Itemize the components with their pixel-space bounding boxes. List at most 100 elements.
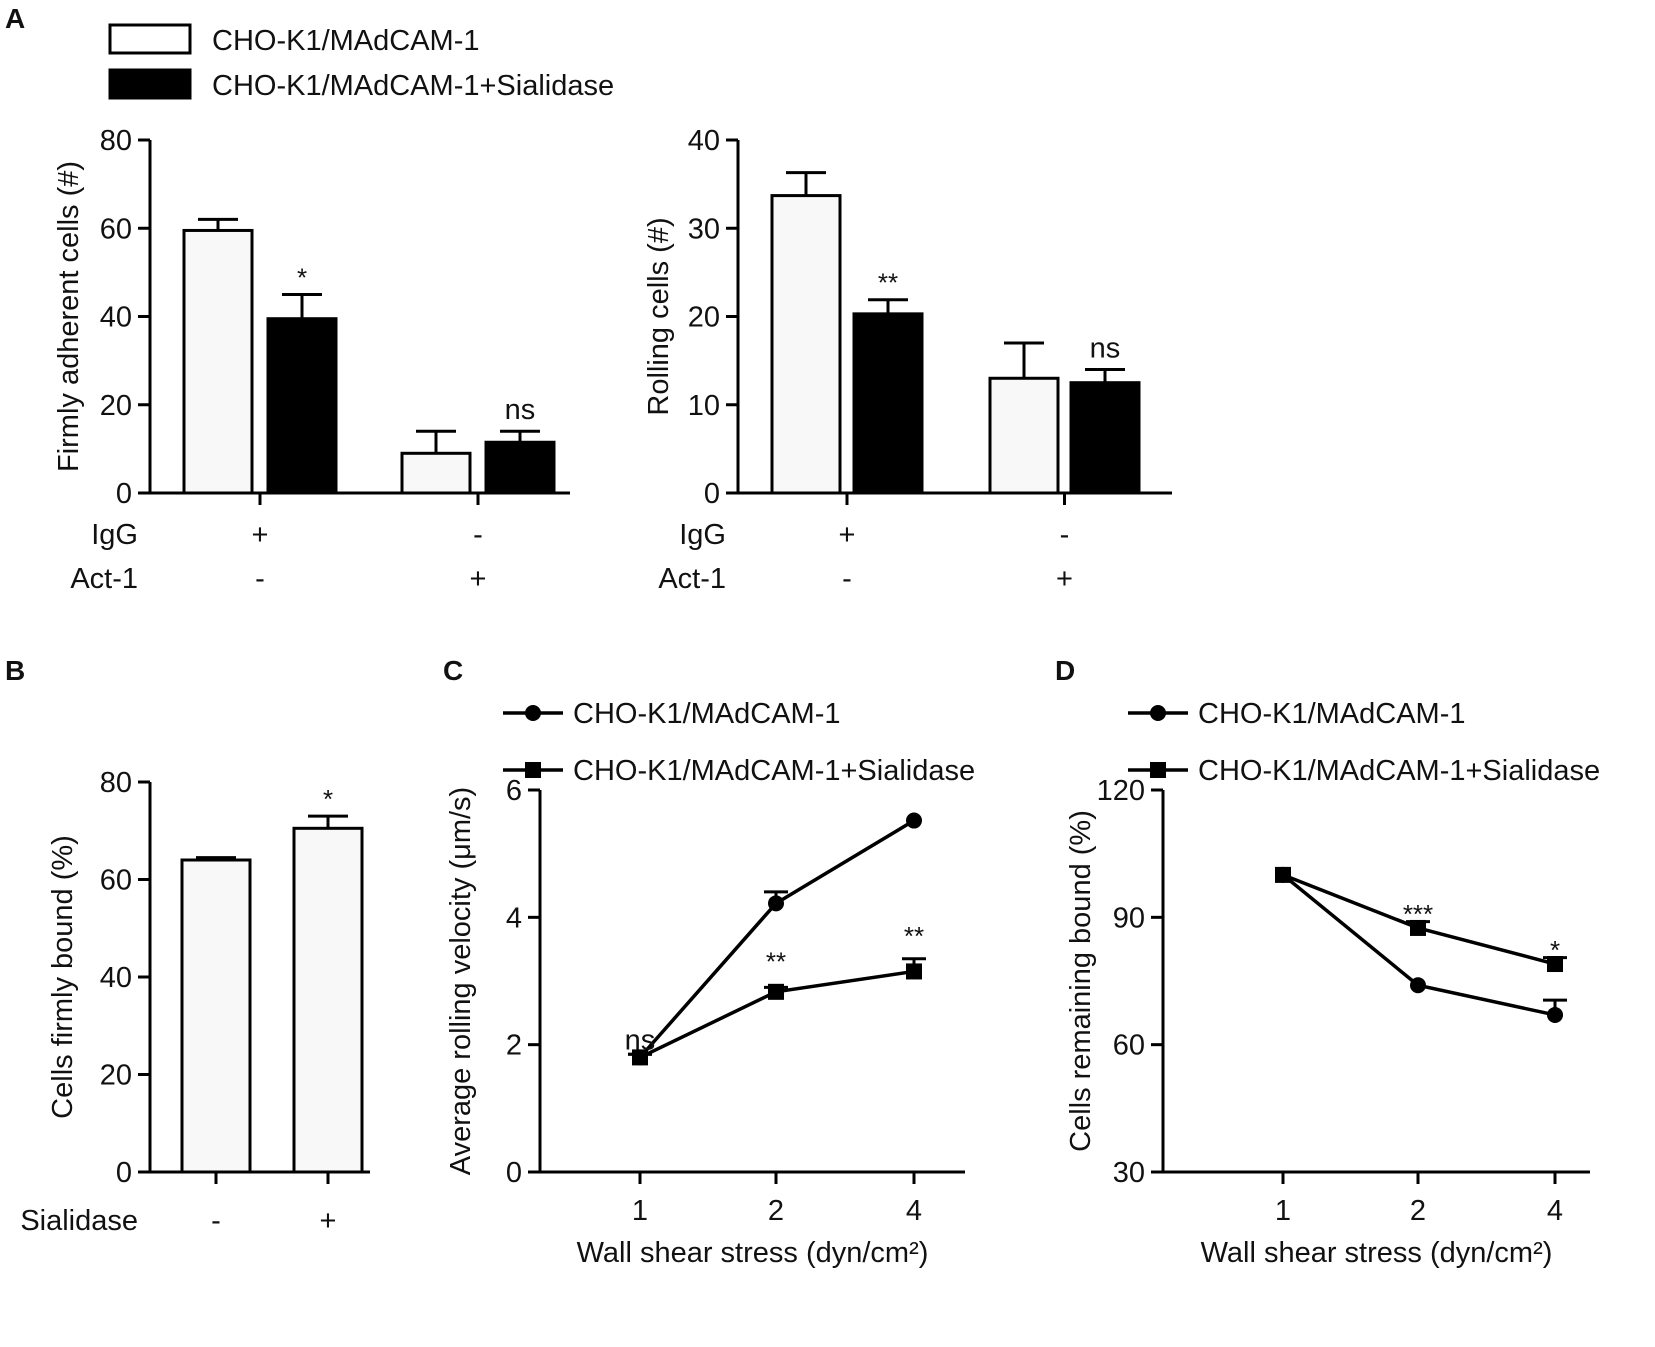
panel-label: C	[443, 655, 463, 686]
y-tick-label: 0	[116, 478, 132, 510]
significance-label: ns	[1090, 332, 1121, 364]
legend-label: CHO-K1/MAdCAM-1+Sialidase	[212, 70, 614, 102]
bar	[770, 194, 842, 495]
y-tick-label: 2	[506, 1030, 522, 1062]
legend-label: CHO-K1/MAdCAM-1	[212, 25, 480, 57]
significance-label: ns	[505, 394, 536, 426]
bar	[180, 858, 252, 1174]
chart-c-rolling-velocity: C 0 2 4 6 1 2 4 Average rolling velocity (μm/s) W…	[443, 655, 965, 1269]
condition-mark: +	[1056, 563, 1073, 595]
data-point	[632, 1049, 648, 1066]
y-tick-label: 4	[506, 902, 522, 934]
data-point	[1547, 956, 1563, 973]
y-axis-label: Rolling cells (#)	[643, 217, 675, 415]
significance-label: ***	[1403, 899, 1433, 929]
chart-d-remaining-bound: D 30 60 90 120 1 2 4 Cells remaining bound (%) Wa…	[1055, 655, 1590, 1269]
bar	[484, 440, 556, 495]
x-tick-label: 1	[632, 1195, 648, 1227]
legend-swatch-open	[108, 23, 192, 55]
data-point	[1410, 919, 1426, 936]
x-axis-label: Wall shear stress (dyn/cm²)	[1201, 1237, 1553, 1269]
y-tick-label: 0	[506, 1157, 522, 1189]
y-tick-label: 0	[704, 478, 720, 510]
series-line	[638, 819, 915, 1059]
y-axis-label: Cells remaining bound (%)	[1065, 810, 1097, 1152]
y-tick-label: 60	[100, 213, 132, 245]
bar	[1069, 381, 1141, 495]
condition-mark: -	[255, 563, 265, 595]
chart-a-firmly-adherent: A 0 20 40 60 80 Firmly adherent cells (#) * ns Ig…	[5, 3, 570, 595]
y-tick-label: 40	[100, 302, 132, 334]
y-tick-label: 90	[1113, 902, 1145, 934]
y-axis-label: Cells firmly bound (%)	[47, 835, 79, 1119]
legend-label: CHO-K1/MAdCAM-1+Sialidase	[1198, 755, 1600, 787]
y-tick-label: 10	[688, 390, 720, 422]
legend-line-c: CHO-K1/MAdCAM-1 CHO-K1/MAdCAM-1+Sialidas…	[503, 698, 975, 787]
legend-swatch-filled	[108, 68, 192, 100]
bar	[292, 826, 364, 1174]
bar	[852, 312, 924, 495]
bar	[400, 451, 472, 495]
significance-label: **	[878, 268, 898, 298]
significance-label: ns	[625, 1025, 656, 1057]
legend-bar: CHO-K1/MAdCAM-1 CHO-K1/MAdCAM-1+Sialidas…	[108, 23, 614, 102]
x-axis-label: Wall shear stress (dyn/cm²)	[577, 1237, 929, 1269]
y-tick-label: 30	[688, 213, 720, 245]
y-axis-label: Average rolling velocity (μm/s)	[445, 787, 477, 1175]
x-tick-label: 2	[768, 1195, 784, 1227]
square-marker-icon	[1150, 762, 1166, 778]
circle-marker-icon	[1150, 705, 1166, 721]
condition-label: IgG	[91, 519, 138, 551]
y-axis-label: Firmly adherent cells (#)	[53, 161, 85, 472]
y-tick-label: 30	[1113, 1157, 1145, 1189]
legend-line-d: CHO-K1/MAdCAM-1 CHO-K1/MAdCAM-1+Sialidas…	[1128, 698, 1600, 787]
y-tick-label: 20	[688, 302, 720, 334]
panel-label: B	[5, 655, 25, 686]
y-tick-label: 80	[100, 125, 132, 157]
condition-mark: +	[320, 1205, 337, 1237]
condition-label: IgG	[679, 519, 726, 551]
legend-label: CHO-K1/MAdCAM-1+Sialidase	[573, 755, 975, 787]
y-tick-label: 40	[100, 962, 132, 994]
data-point	[906, 812, 922, 829]
data-point	[1547, 1006, 1563, 1023]
data-point	[1275, 866, 1291, 883]
condition-label: Sialidase	[20, 1205, 138, 1237]
condition-mark: +	[839, 519, 856, 551]
panel-label: D	[1055, 655, 1075, 686]
data-point	[768, 895, 784, 912]
data-point	[906, 963, 922, 980]
condition-mark: -	[1060, 519, 1070, 551]
condition-mark: +	[470, 563, 487, 595]
bar	[988, 376, 1060, 495]
condition-label: Act-1	[70, 563, 138, 595]
series-line	[1281, 873, 1556, 1017]
circle-marker-icon	[525, 705, 541, 721]
condition-label: Act-1	[658, 563, 726, 595]
panel-label: A	[5, 3, 25, 34]
condition-mark: -	[842, 563, 852, 595]
y-tick-label: 6	[506, 775, 522, 807]
y-tick-label: 40	[688, 125, 720, 157]
y-tick-label: 80	[100, 767, 132, 799]
significance-label: *	[1550, 935, 1560, 965]
legend-label: CHO-K1/MAdCAM-1	[1198, 698, 1466, 730]
significance-label: **	[904, 921, 924, 951]
y-tick-label: 0	[116, 1157, 132, 1189]
x-tick-label: 4	[1547, 1195, 1563, 1227]
condition-mark: +	[252, 519, 269, 551]
y-tick-label: 60	[1113, 1030, 1145, 1062]
significance-label: *	[297, 262, 307, 292]
x-tick-label: 4	[906, 1195, 922, 1227]
square-marker-icon	[525, 762, 541, 778]
x-tick-label: 2	[1410, 1195, 1426, 1227]
significance-label: *	[323, 784, 333, 814]
y-tick-label: 20	[100, 390, 132, 422]
chart-a-rolling-cells: 0 10 20 30 40 Rolling cells (#) ** ns IgG + - Act-1…	[643, 125, 1172, 595]
bar	[182, 228, 254, 495]
y-tick-label: 20	[100, 1060, 132, 1092]
condition-mark: -	[211, 1205, 221, 1237]
bar	[266, 317, 338, 495]
chart-b-firmly-bound: B 0 20 40 60 80 Cells firmly bound (%) * Sialida…	[5, 655, 370, 1237]
